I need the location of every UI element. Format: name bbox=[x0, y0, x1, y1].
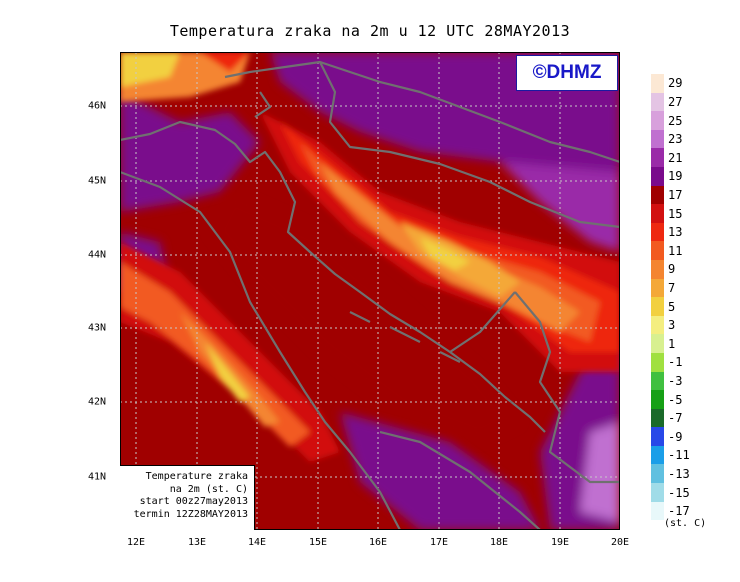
dinaric-band bbox=[260, 112, 620, 372]
legend-swatch bbox=[651, 408, 664, 428]
sea-zone bbox=[210, 192, 520, 442]
legend-swatch bbox=[651, 222, 664, 242]
x-label-13e: 13E bbox=[187, 537, 207, 548]
temperature-field bbox=[120, 52, 620, 530]
apennine-band bbox=[120, 242, 340, 462]
x-label-16e: 16E bbox=[368, 537, 388, 548]
legend-swatch bbox=[651, 390, 664, 409]
legend-swatch bbox=[651, 352, 664, 372]
x-label-15e: 15E bbox=[308, 537, 328, 548]
info-line-3: start 00z27may2013 bbox=[139, 496, 248, 507]
x-label-19e: 19E bbox=[550, 537, 570, 548]
legend-label: 5 bbox=[668, 299, 676, 314]
y-label-42n: 42N bbox=[88, 396, 107, 408]
legend-label: 19 bbox=[668, 169, 683, 184]
alps-zone bbox=[120, 52, 250, 102]
legend-label: 15 bbox=[668, 206, 683, 221]
info-line-4: termin 12Z28MAY2013 bbox=[133, 508, 248, 520]
legend-swatch bbox=[651, 371, 664, 391]
map-gridlines bbox=[120, 52, 620, 530]
y-label-45n: 45N bbox=[88, 175, 107, 187]
legend-swatch bbox=[651, 464, 664, 484]
y-label-46n: 46N bbox=[88, 100, 107, 112]
legend-label: 1 bbox=[668, 336, 676, 351]
temperature-map bbox=[120, 52, 620, 530]
x-label-12e: 12E bbox=[126, 537, 146, 548]
x-label-17e: 17E bbox=[429, 537, 449, 548]
legend-swatch bbox=[651, 259, 664, 279]
color-legend bbox=[651, 74, 664, 521]
legend-label: 3 bbox=[668, 318, 676, 333]
x-label-18e: 18E bbox=[489, 537, 509, 548]
legend-swatch bbox=[651, 241, 664, 260]
legend-label: -17 bbox=[668, 504, 690, 519]
legend-swatch bbox=[651, 445, 664, 465]
legend-label: -9 bbox=[668, 429, 683, 444]
legend-label: 13 bbox=[668, 225, 683, 240]
legend-label: 7 bbox=[668, 280, 676, 295]
legend-swatch bbox=[651, 74, 664, 93]
x-label-20e: 20E bbox=[610, 537, 630, 548]
legend-swatch bbox=[651, 315, 664, 335]
legend-swatch bbox=[651, 483, 664, 502]
legend-label: -15 bbox=[668, 485, 690, 500]
y-label-43n: 43N bbox=[88, 322, 107, 334]
legend-swatch bbox=[651, 297, 664, 316]
legend-swatch bbox=[651, 427, 664, 446]
legend-label: -13 bbox=[668, 466, 690, 481]
info-line-2: na 2m (st. C) bbox=[169, 483, 248, 495]
legend-label: 23 bbox=[668, 132, 683, 147]
legend-swatch bbox=[651, 148, 664, 167]
legend-swatch bbox=[651, 278, 664, 298]
coastlines bbox=[120, 60, 620, 530]
legend-label: 25 bbox=[668, 113, 683, 128]
legend-label: 29 bbox=[668, 76, 683, 91]
legend-swatch bbox=[651, 166, 664, 186]
legend-swatch bbox=[651, 334, 664, 353]
legend-swatch bbox=[651, 129, 664, 149]
legend-swatch bbox=[651, 501, 664, 521]
legend-label: -7 bbox=[668, 411, 683, 426]
legend-swatch bbox=[651, 185, 664, 205]
legend-label: 21 bbox=[668, 150, 683, 165]
legend-label: 17 bbox=[668, 187, 683, 202]
legend-label: -3 bbox=[668, 373, 683, 388]
legend-unit: (st. C) bbox=[664, 518, 707, 529]
y-label-44n: 44N bbox=[88, 249, 107, 261]
legend-label: 11 bbox=[668, 243, 683, 258]
legend-swatch bbox=[651, 111, 664, 130]
legend-label: 9 bbox=[668, 262, 676, 277]
legend-label: -5 bbox=[668, 392, 683, 407]
legend-label: 27 bbox=[668, 94, 683, 109]
legend-label: -11 bbox=[668, 448, 690, 463]
dhmz-logo: ©DHMZ bbox=[516, 55, 618, 91]
info-line-1: Temperature zraka bbox=[145, 471, 248, 482]
info-box: Temperature zraka na 2m (st. C) start 00… bbox=[120, 465, 255, 530]
legend-swatch bbox=[651, 204, 664, 223]
legend-swatch bbox=[651, 92, 664, 112]
y-label-41n: 41N bbox=[88, 471, 107, 483]
x-label-14e: 14E bbox=[247, 537, 267, 548]
map-title: Temperatura zraka na 2m u 12 UTC 28MAY20… bbox=[169, 22, 571, 40]
legend-label: -1 bbox=[668, 355, 683, 370]
